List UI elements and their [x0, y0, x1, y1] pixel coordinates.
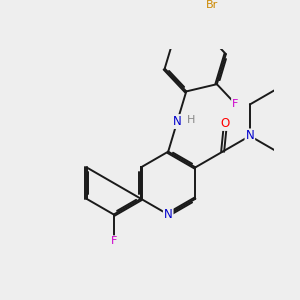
Text: O: O	[221, 117, 230, 130]
Text: Br: Br	[206, 0, 218, 10]
Text: F: F	[232, 99, 238, 109]
Text: N: N	[164, 208, 172, 221]
Text: N: N	[173, 115, 182, 128]
Text: H: H	[187, 115, 196, 125]
Text: N: N	[245, 129, 254, 142]
Text: F: F	[111, 236, 117, 246]
